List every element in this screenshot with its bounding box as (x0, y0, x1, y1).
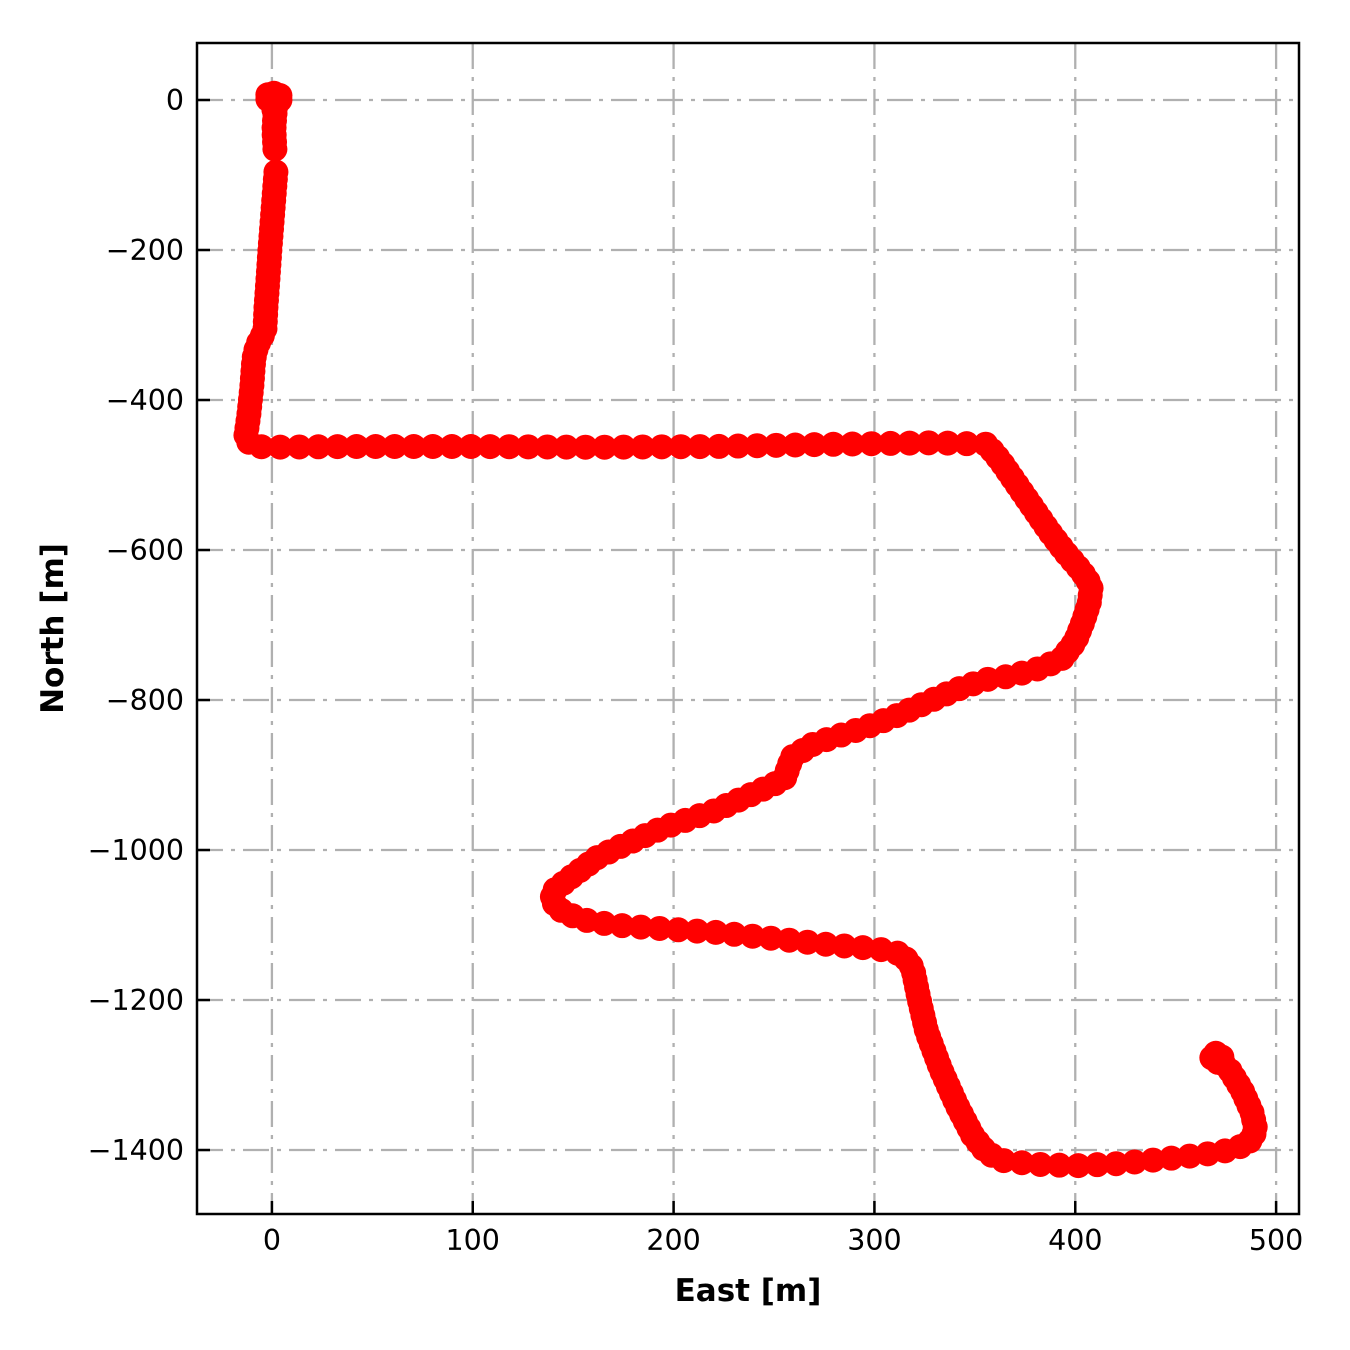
data-point (572, 434, 598, 460)
axes-frame (195, 41, 1301, 1216)
data-point (935, 430, 961, 456)
data-point (820, 431, 846, 457)
y-tick-label: −1200 (88, 984, 184, 1017)
data-point (1140, 1147, 1166, 1173)
data-point (687, 434, 713, 460)
data-point (1122, 1149, 1148, 1175)
trajectory-segment-main-path (233, 159, 1268, 1179)
data-point (801, 432, 827, 458)
data-point (831, 933, 857, 959)
data-point (344, 434, 370, 460)
data-point (850, 935, 876, 961)
x-tick-label: 300 (847, 1224, 901, 1257)
trajectory-segment-initial-descent (261, 101, 288, 162)
data-point (665, 917, 691, 943)
data-point (363, 434, 389, 460)
x-tick-label: 500 (1249, 1224, 1303, 1257)
data-point (249, 434, 275, 460)
data-point (740, 923, 766, 949)
x-tick-label: 200 (646, 1224, 700, 1257)
data-point (515, 434, 541, 460)
data-point (262, 136, 288, 162)
y-axis-label: North [m] (35, 543, 71, 714)
tick-marks (197, 98, 1278, 1214)
data-point (744, 433, 770, 459)
data-point (782, 432, 808, 458)
data-point (477, 434, 503, 460)
data-point (954, 431, 980, 457)
data-point (420, 434, 446, 460)
data-point (305, 434, 331, 460)
y-tick-label: −1400 (88, 1134, 184, 1167)
x-axis-label: East [m] (675, 1273, 822, 1309)
data-point (630, 434, 656, 460)
data-point (706, 433, 732, 459)
y-tick-label: −1000 (88, 834, 184, 867)
data-point (1158, 1145, 1184, 1171)
y-tick-label: −600 (106, 534, 184, 567)
data-point (776, 927, 802, 953)
y-tick-label: −800 (106, 684, 184, 717)
data-point (382, 434, 408, 460)
data-point (839, 431, 865, 457)
data-point (1046, 1152, 1072, 1178)
data-point (496, 434, 522, 460)
x-tick-label: 100 (446, 1224, 500, 1257)
x-tick-label: 400 (1048, 1224, 1102, 1257)
data-point (668, 434, 694, 460)
data-point (592, 434, 618, 460)
data-point (1027, 1151, 1053, 1177)
data-point (458, 434, 484, 460)
data-point (553, 434, 579, 460)
data-point (647, 915, 673, 941)
data-point (1084, 1152, 1110, 1178)
data-point (324, 434, 350, 460)
data-point (703, 919, 729, 945)
data-point (991, 1148, 1017, 1174)
gridlines (197, 43, 1299, 1214)
data-point (609, 913, 635, 939)
x-tick-label: 0 (263, 1224, 281, 1257)
data-point (1103, 1151, 1129, 1177)
data-point (758, 925, 784, 951)
data-point (878, 430, 904, 456)
data-point (858, 431, 884, 457)
data-point (611, 434, 637, 460)
trajectory-dots (233, 80, 1268, 1179)
data-point (439, 434, 465, 460)
y-tick-label: 0 (166, 84, 184, 117)
data-point (1065, 1153, 1091, 1179)
data-point (763, 432, 789, 458)
data-point (684, 918, 710, 944)
data-point (897, 430, 923, 456)
trajectory-segment-end-cluster (1199, 1040, 1235, 1075)
data-point (721, 921, 747, 947)
data-point (534, 434, 560, 460)
data-point (725, 433, 751, 459)
data-point (916, 430, 942, 456)
data-point (649, 434, 675, 460)
data-point (286, 434, 312, 460)
data-point (813, 931, 839, 957)
y-tick-label: −400 (106, 384, 184, 417)
tick-labels: 0 100 200 300 400 500 0 −200 −400 −600 −800 −1000 −1… (88, 84, 1304, 1257)
data-point (1009, 1150, 1035, 1176)
data-point (1205, 1049, 1231, 1075)
data-point (795, 929, 821, 955)
data-point (401, 434, 427, 460)
data-point (628, 914, 654, 940)
y-tick-label: −200 (106, 234, 184, 267)
data-point (267, 434, 293, 460)
